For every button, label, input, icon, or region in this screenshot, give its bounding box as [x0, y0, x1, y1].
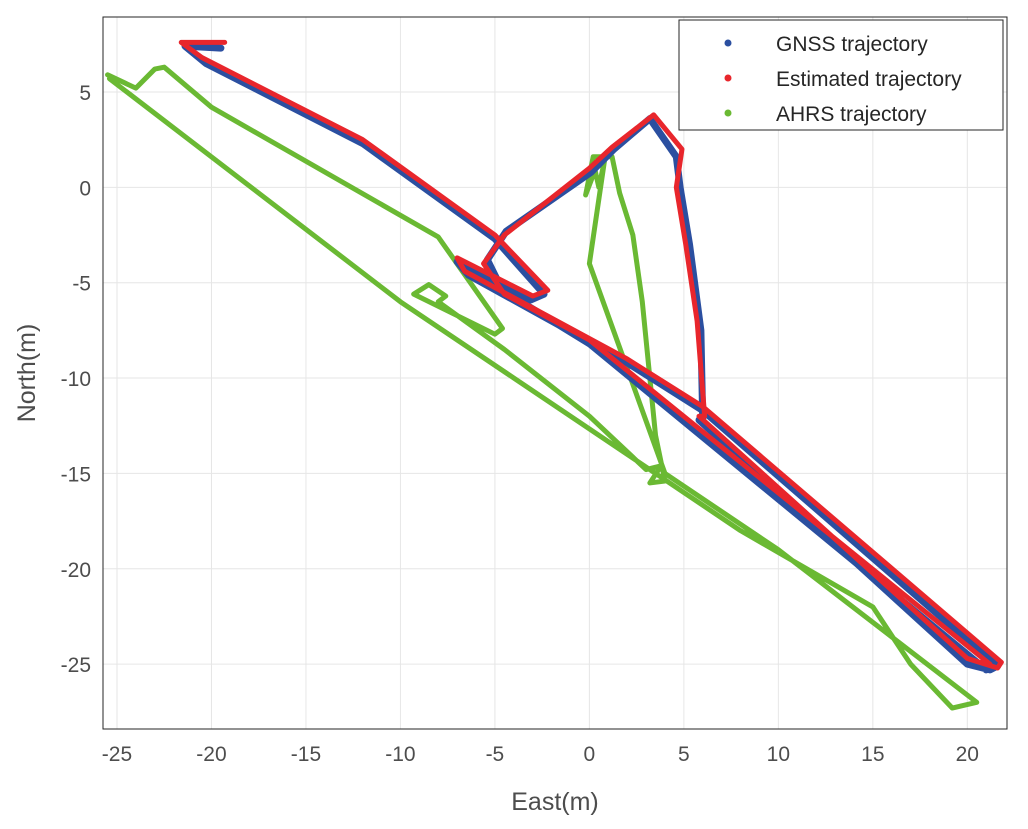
x-tick-label: 20: [956, 743, 979, 766]
legend-marker: [724, 109, 732, 117]
y-tick-label: 5: [79, 82, 91, 105]
x-axis-label: East(m): [511, 788, 599, 816]
y-tick-label: -15: [61, 463, 91, 486]
legend-entry: GNSS trajectory: [776, 33, 928, 56]
x-tick-label: -5: [486, 743, 505, 766]
x-tick-label: 5: [678, 743, 690, 766]
series-ahrs-trajectory: [105, 64, 980, 711]
legend-marker: [724, 39, 732, 47]
x-tick-label: -20: [196, 743, 226, 766]
x-tick-label: -15: [291, 743, 321, 766]
y-tick-label: -5: [72, 273, 91, 296]
y-tick-label: -25: [61, 654, 91, 677]
y-tick-label: -20: [61, 559, 91, 582]
plot-frame: [102, 16, 1008, 730]
x-tick-label: -25: [102, 743, 132, 766]
legend-box: [678, 19, 1004, 131]
x-tick-label: 15: [861, 743, 884, 766]
y-tick-label: -10: [61, 368, 91, 391]
tick-labels: -25 -20 -15 -10 -5 0 5 10 15 20 5 0 -5 -10 -15 -20 -25: [61, 82, 979, 766]
legend-entry: Estimated trajectory: [776, 68, 962, 91]
series-estimated-trajectory: [178, 39, 1004, 671]
x-tick-label: -10: [385, 743, 415, 766]
legend-marker: [724, 74, 732, 82]
y-axis-label: North(m): [13, 324, 41, 423]
x-tick-label: 0: [584, 743, 596, 766]
x-tick-label: 10: [767, 743, 790, 766]
y-tick-label: 0: [79, 177, 91, 200]
legend: GNSS trajectory Estimated trajectory AHRS …: [678, 19, 1004, 131]
legend-entry: AHRS trajectory: [776, 103, 927, 126]
series-layer: [105, 39, 1004, 711]
